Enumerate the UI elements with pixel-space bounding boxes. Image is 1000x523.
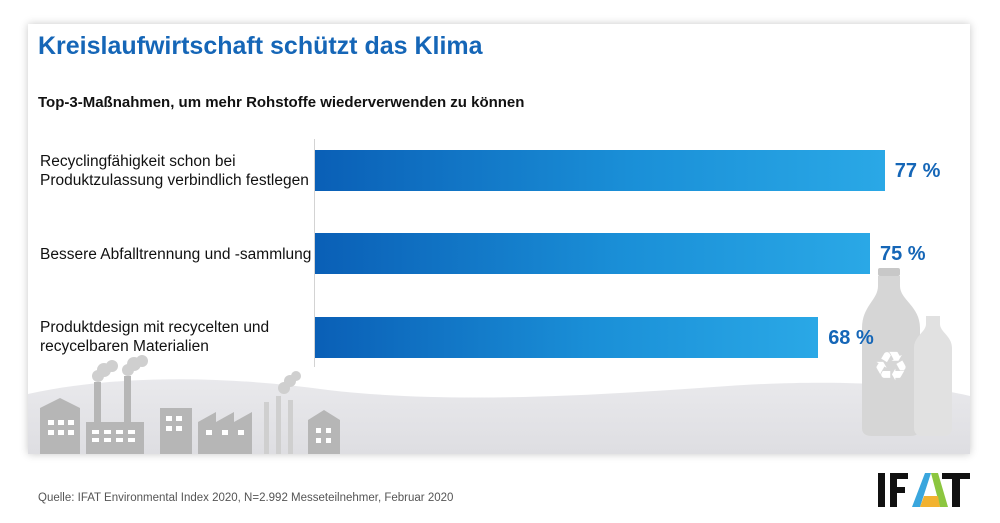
category-axis-line [314,139,315,367]
logo-letters [878,473,970,507]
bar [315,317,819,358]
category-label-line: Recyclingfähigkeit schon bei [40,153,236,170]
bar [315,233,870,274]
smoke [92,355,301,394]
chart-subtitle: Top-3-Maßnahmen, um mehr Rohstoffe wiede… [38,94,525,111]
value-label: 68 % [828,327,874,349]
recycle-icon: ♻ [873,344,909,390]
category-label: Bessere Abfalltrennung und -sammlung [40,245,312,264]
background-illustration: ♻ [28,268,970,454]
logo-triangle-a [912,473,948,507]
hill-shape [28,379,970,454]
bar [315,150,885,191]
category-label-line: Produktdesign mit recycelten und [40,319,270,336]
factory-windows [48,416,331,443]
source-note: Quelle: IFAT Environmental Index 2020, N… [38,492,454,504]
ifat-logo-icon [878,473,970,507]
chart-title: Kreislaufwirtschaft schützt das Klima [38,32,483,60]
category-label-line: Bessere Abfalltrennung und -sammlung [40,246,312,263]
value-label: 77 % [894,160,941,182]
category-label: Produktdesign mit recycelten und recycel… [40,318,312,356]
value-label: 75 % [880,243,926,265]
category-label-line: Produktzulassung verbindlich festlegen [40,172,309,189]
category-label-line: recycelbaren Materialien [40,338,209,355]
bottle-icon [862,268,952,436]
category-label: Recyclingfähigkeit schon bei Produktzula… [40,152,312,190]
chart-card: ♻ Kreislaufwirtschaft schützt das Klima … [28,24,970,454]
